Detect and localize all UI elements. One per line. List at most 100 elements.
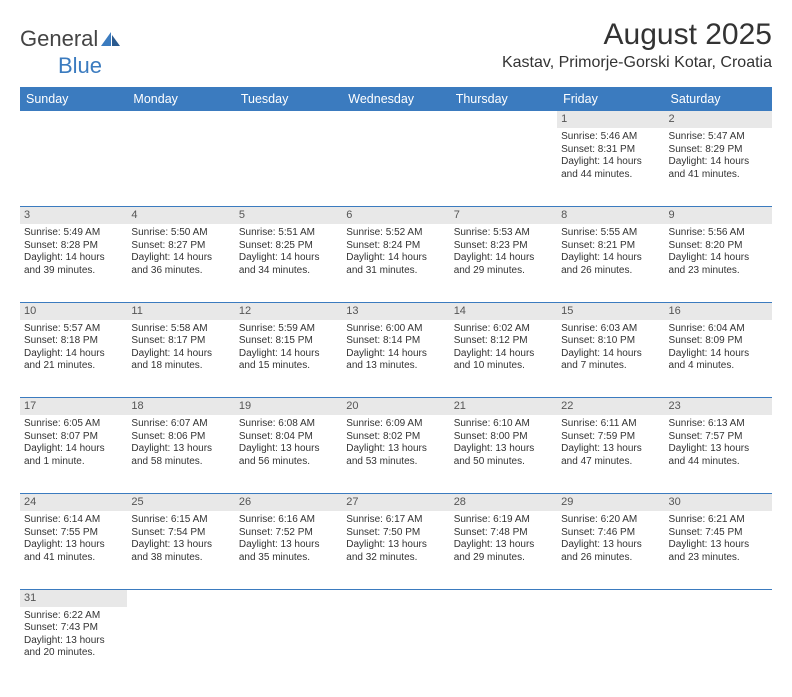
weekday-header: Monday: [127, 87, 234, 111]
sunset-text: Sunset: 8:23 PM: [454, 240, 553, 253]
sunrise-text: Sunrise: 5:46 AM: [561, 131, 660, 144]
day-number-cell: 23: [665, 398, 772, 416]
sunrise-text: Sunrise: 6:21 AM: [669, 514, 768, 527]
sunrise-text: Sunrise: 6:04 AM: [669, 323, 768, 336]
day-number-cell: 2: [665, 111, 772, 128]
sunrise-text: Sunrise: 5:51 AM: [239, 227, 338, 240]
daylight-text: Daylight: 13 hours: [454, 443, 553, 456]
sunset-text: Sunset: 7:46 PM: [561, 527, 660, 540]
weekday-header: Saturday: [665, 87, 772, 111]
sunrise-text: Sunrise: 6:00 AM: [346, 323, 445, 336]
sunset-text: Sunset: 8:10 PM: [561, 335, 660, 348]
daylight-text: and 18 minutes.: [131, 360, 230, 373]
sunset-text: Sunset: 8:14 PM: [346, 335, 445, 348]
day-number-cell: 13: [342, 302, 449, 320]
sunrise-text: Sunrise: 5:58 AM: [131, 323, 230, 336]
day-number-row: 31: [20, 589, 772, 607]
day-number-row: 12: [20, 111, 772, 128]
day-cell: [235, 128, 342, 206]
daylight-text: Daylight: 14 hours: [669, 348, 768, 361]
sunrise-text: Sunrise: 6:20 AM: [561, 514, 660, 527]
daylight-text: and 58 minutes.: [131, 456, 230, 469]
daylight-text: and 21 minutes.: [24, 360, 123, 373]
day-number-cell: [450, 111, 557, 128]
weekday-header: Thursday: [450, 87, 557, 111]
day-cell: Sunrise: 6:20 AMSunset: 7:46 PMDaylight:…: [557, 511, 664, 589]
sunset-text: Sunset: 8:28 PM: [24, 240, 123, 253]
day-number-cell: 9: [665, 206, 772, 224]
daylight-text: and 32 minutes.: [346, 552, 445, 565]
daylight-text: Daylight: 14 hours: [131, 348, 230, 361]
day-number-cell: 1: [557, 111, 664, 128]
day-number-cell: [557, 589, 664, 607]
sunrise-text: Sunrise: 6:11 AM: [561, 418, 660, 431]
day-cell: Sunrise: 6:16 AMSunset: 7:52 PMDaylight:…: [235, 511, 342, 589]
title-block: August 2025 Kastav, Primorje-Gorski Kota…: [502, 18, 772, 72]
sunset-text: Sunset: 8:18 PM: [24, 335, 123, 348]
day-number-cell: 26: [235, 493, 342, 511]
day-cell: Sunrise: 5:49 AMSunset: 8:28 PMDaylight:…: [20, 224, 127, 302]
day-cell: Sunrise: 5:51 AMSunset: 8:25 PMDaylight:…: [235, 224, 342, 302]
day-number-cell: 7: [450, 206, 557, 224]
daylight-text: Daylight: 14 hours: [561, 252, 660, 265]
daylight-text: Daylight: 14 hours: [454, 252, 553, 265]
daylight-text: Daylight: 14 hours: [669, 156, 768, 169]
sunset-text: Sunset: 8:25 PM: [239, 240, 338, 253]
sunrise-text: Sunrise: 5:56 AM: [669, 227, 768, 240]
day-number-cell: [342, 589, 449, 607]
day-number-cell: 16: [665, 302, 772, 320]
day-number-cell: [342, 111, 449, 128]
sunset-text: Sunset: 8:24 PM: [346, 240, 445, 253]
daylight-text: and 56 minutes.: [239, 456, 338, 469]
sunset-text: Sunset: 8:12 PM: [454, 335, 553, 348]
daylight-text: and 44 minutes.: [669, 456, 768, 469]
logo-text-part2: Blue: [58, 53, 102, 78]
day-number-cell: 30: [665, 493, 772, 511]
day-number-cell: 27: [342, 493, 449, 511]
sunset-text: Sunset: 7:59 PM: [561, 431, 660, 444]
sunset-text: Sunset: 7:54 PM: [131, 527, 230, 540]
day-content-row: Sunrise: 5:57 AMSunset: 8:18 PM Daylight:…: [20, 320, 772, 398]
day-cell: Sunrise: 6:04 AMSunset: 8:09 PMDaylight:…: [665, 320, 772, 398]
sunset-text: Sunset: 7:55 PM: [24, 527, 123, 540]
weekday-header: Tuesday: [235, 87, 342, 111]
daylight-text: Daylight: 14 hours: [346, 348, 445, 361]
weekday-header: Friday: [557, 87, 664, 111]
sunrise-text: Sunrise: 5:47 AM: [669, 131, 768, 144]
sunset-text: Sunset: 7:57 PM: [669, 431, 768, 444]
day-number-cell: 18: [127, 398, 234, 416]
day-cell: Sunrise: 5:58 AMSunset: 8:17 PMDaylight:…: [127, 320, 234, 398]
day-cell: [127, 128, 234, 206]
sunrise-text: Sunrise: 6:05 AM: [24, 418, 123, 431]
calendar-table: Sunday Monday Tuesday Wednesday Thursday…: [20, 87, 772, 685]
day-cell: [665, 607, 772, 685]
sunset-text: Sunset: 7:48 PM: [454, 527, 553, 540]
sunset-text: Sunset: 7:43 PM: [24, 622, 123, 635]
sunset-text: Sunset: 8:27 PM: [131, 240, 230, 253]
day-number-cell: [450, 589, 557, 607]
daylight-text: and 39 minutes.: [24, 265, 123, 278]
logo-sail-icon: [100, 27, 122, 53]
daylight-text: Daylight: 14 hours: [561, 348, 660, 361]
day-cell: Sunrise: 6:02 AMSunset: 8:12 PMDaylight:…: [450, 320, 557, 398]
sunrise-text: Sunrise: 5:50 AM: [131, 227, 230, 240]
daylight-text: Daylight: 14 hours: [131, 252, 230, 265]
sunset-text: Sunset: 7:45 PM: [669, 527, 768, 540]
weekday-header: Sunday: [20, 87, 127, 111]
sunrise-text: Sunrise: 6:14 AM: [24, 514, 123, 527]
daylight-text: Daylight: 13 hours: [239, 539, 338, 552]
day-number-cell: 10: [20, 302, 127, 320]
sunset-text: Sunset: 8:09 PM: [669, 335, 768, 348]
sunrise-text: Sunrise: 5:57 AM: [24, 323, 123, 336]
day-number-cell: [127, 111, 234, 128]
day-cell: Sunrise: 6:21 AMSunset: 7:45 PMDaylight:…: [665, 511, 772, 589]
daylight-text: and 41 minutes.: [24, 552, 123, 565]
day-cell: Sunrise: 5:52 AMSunset: 8:24 PMDaylight:…: [342, 224, 449, 302]
day-number-row: 17181920212223: [20, 398, 772, 416]
daylight-text: and 44 minutes.: [561, 169, 660, 182]
calendar-body: 12Sunrise: 5:46 AMSunset: 8:31 PMDayligh…: [20, 111, 772, 685]
daylight-text: Daylight: 13 hours: [24, 635, 123, 648]
sunrise-text: Sunrise: 6:17 AM: [346, 514, 445, 527]
day-number-row: 10111213141516: [20, 302, 772, 320]
daylight-text: and 31 minutes.: [346, 265, 445, 278]
